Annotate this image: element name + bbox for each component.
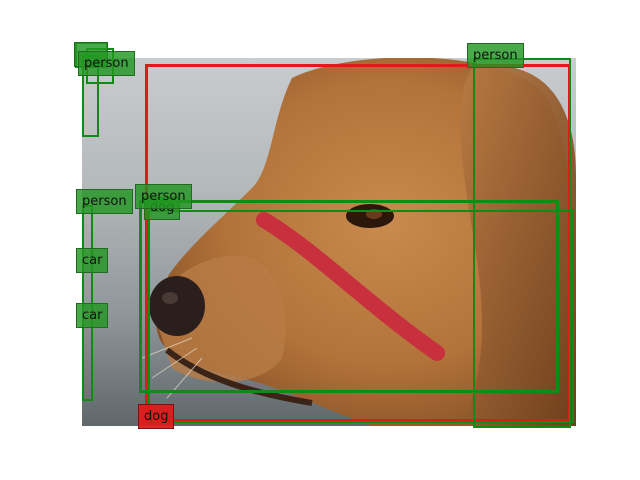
person-label-left: person — [76, 189, 133, 214]
dog-collar — [256, 212, 445, 361]
person-label-top-left: person — [78, 51, 135, 76]
car-label-upper: car — [76, 248, 109, 273]
dog-ear — [460, 65, 576, 426]
dog-label-main: dog — [138, 404, 175, 429]
car-label-lower: car — [76, 303, 109, 328]
person-label-center: person — [135, 184, 192, 209]
person-label-right: person — [467, 43, 524, 68]
dog-bounding-box-inner — [148, 210, 574, 423]
person-bounding-box-center — [139, 200, 559, 393]
dog-nose — [149, 276, 205, 336]
